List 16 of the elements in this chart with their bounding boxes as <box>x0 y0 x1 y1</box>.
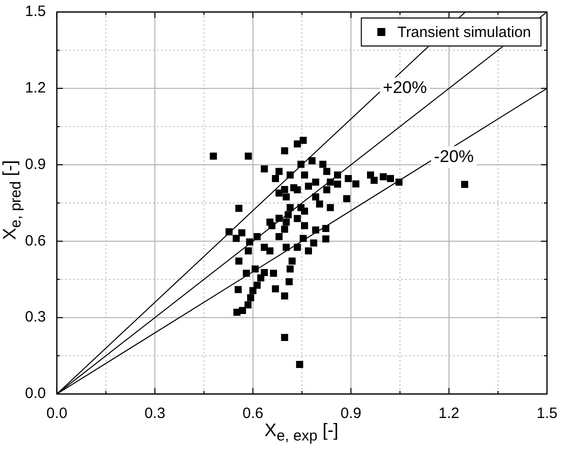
x-tick-label: 0.6 <box>242 405 264 422</box>
y-tick-label: 0.0 <box>24 385 46 402</box>
y-tick-label: 1.5 <box>24 3 46 20</box>
x-tick-label: 0.3 <box>144 405 166 422</box>
x-tick-label: 1.2 <box>438 405 460 422</box>
y-tick-label: 1.2 <box>24 80 46 97</box>
annotation: -20% <box>434 146 474 166</box>
legend-label: Transient simulation <box>397 24 532 42</box>
annotation: +20% <box>382 78 427 98</box>
y-tick-label: 0.9 <box>24 156 46 173</box>
y-tick-label: 0.6 <box>24 232 46 250</box>
y-tick-label: 0.3 <box>24 308 46 326</box>
x-tick-label: 1.5 <box>536 405 558 422</box>
x-axis-title: X$_{e, exp}$ [-] <box>264 420 338 445</box>
x-tick-label: 0.9 <box>340 405 362 422</box>
x-tick-label: 0.0 <box>46 405 68 422</box>
